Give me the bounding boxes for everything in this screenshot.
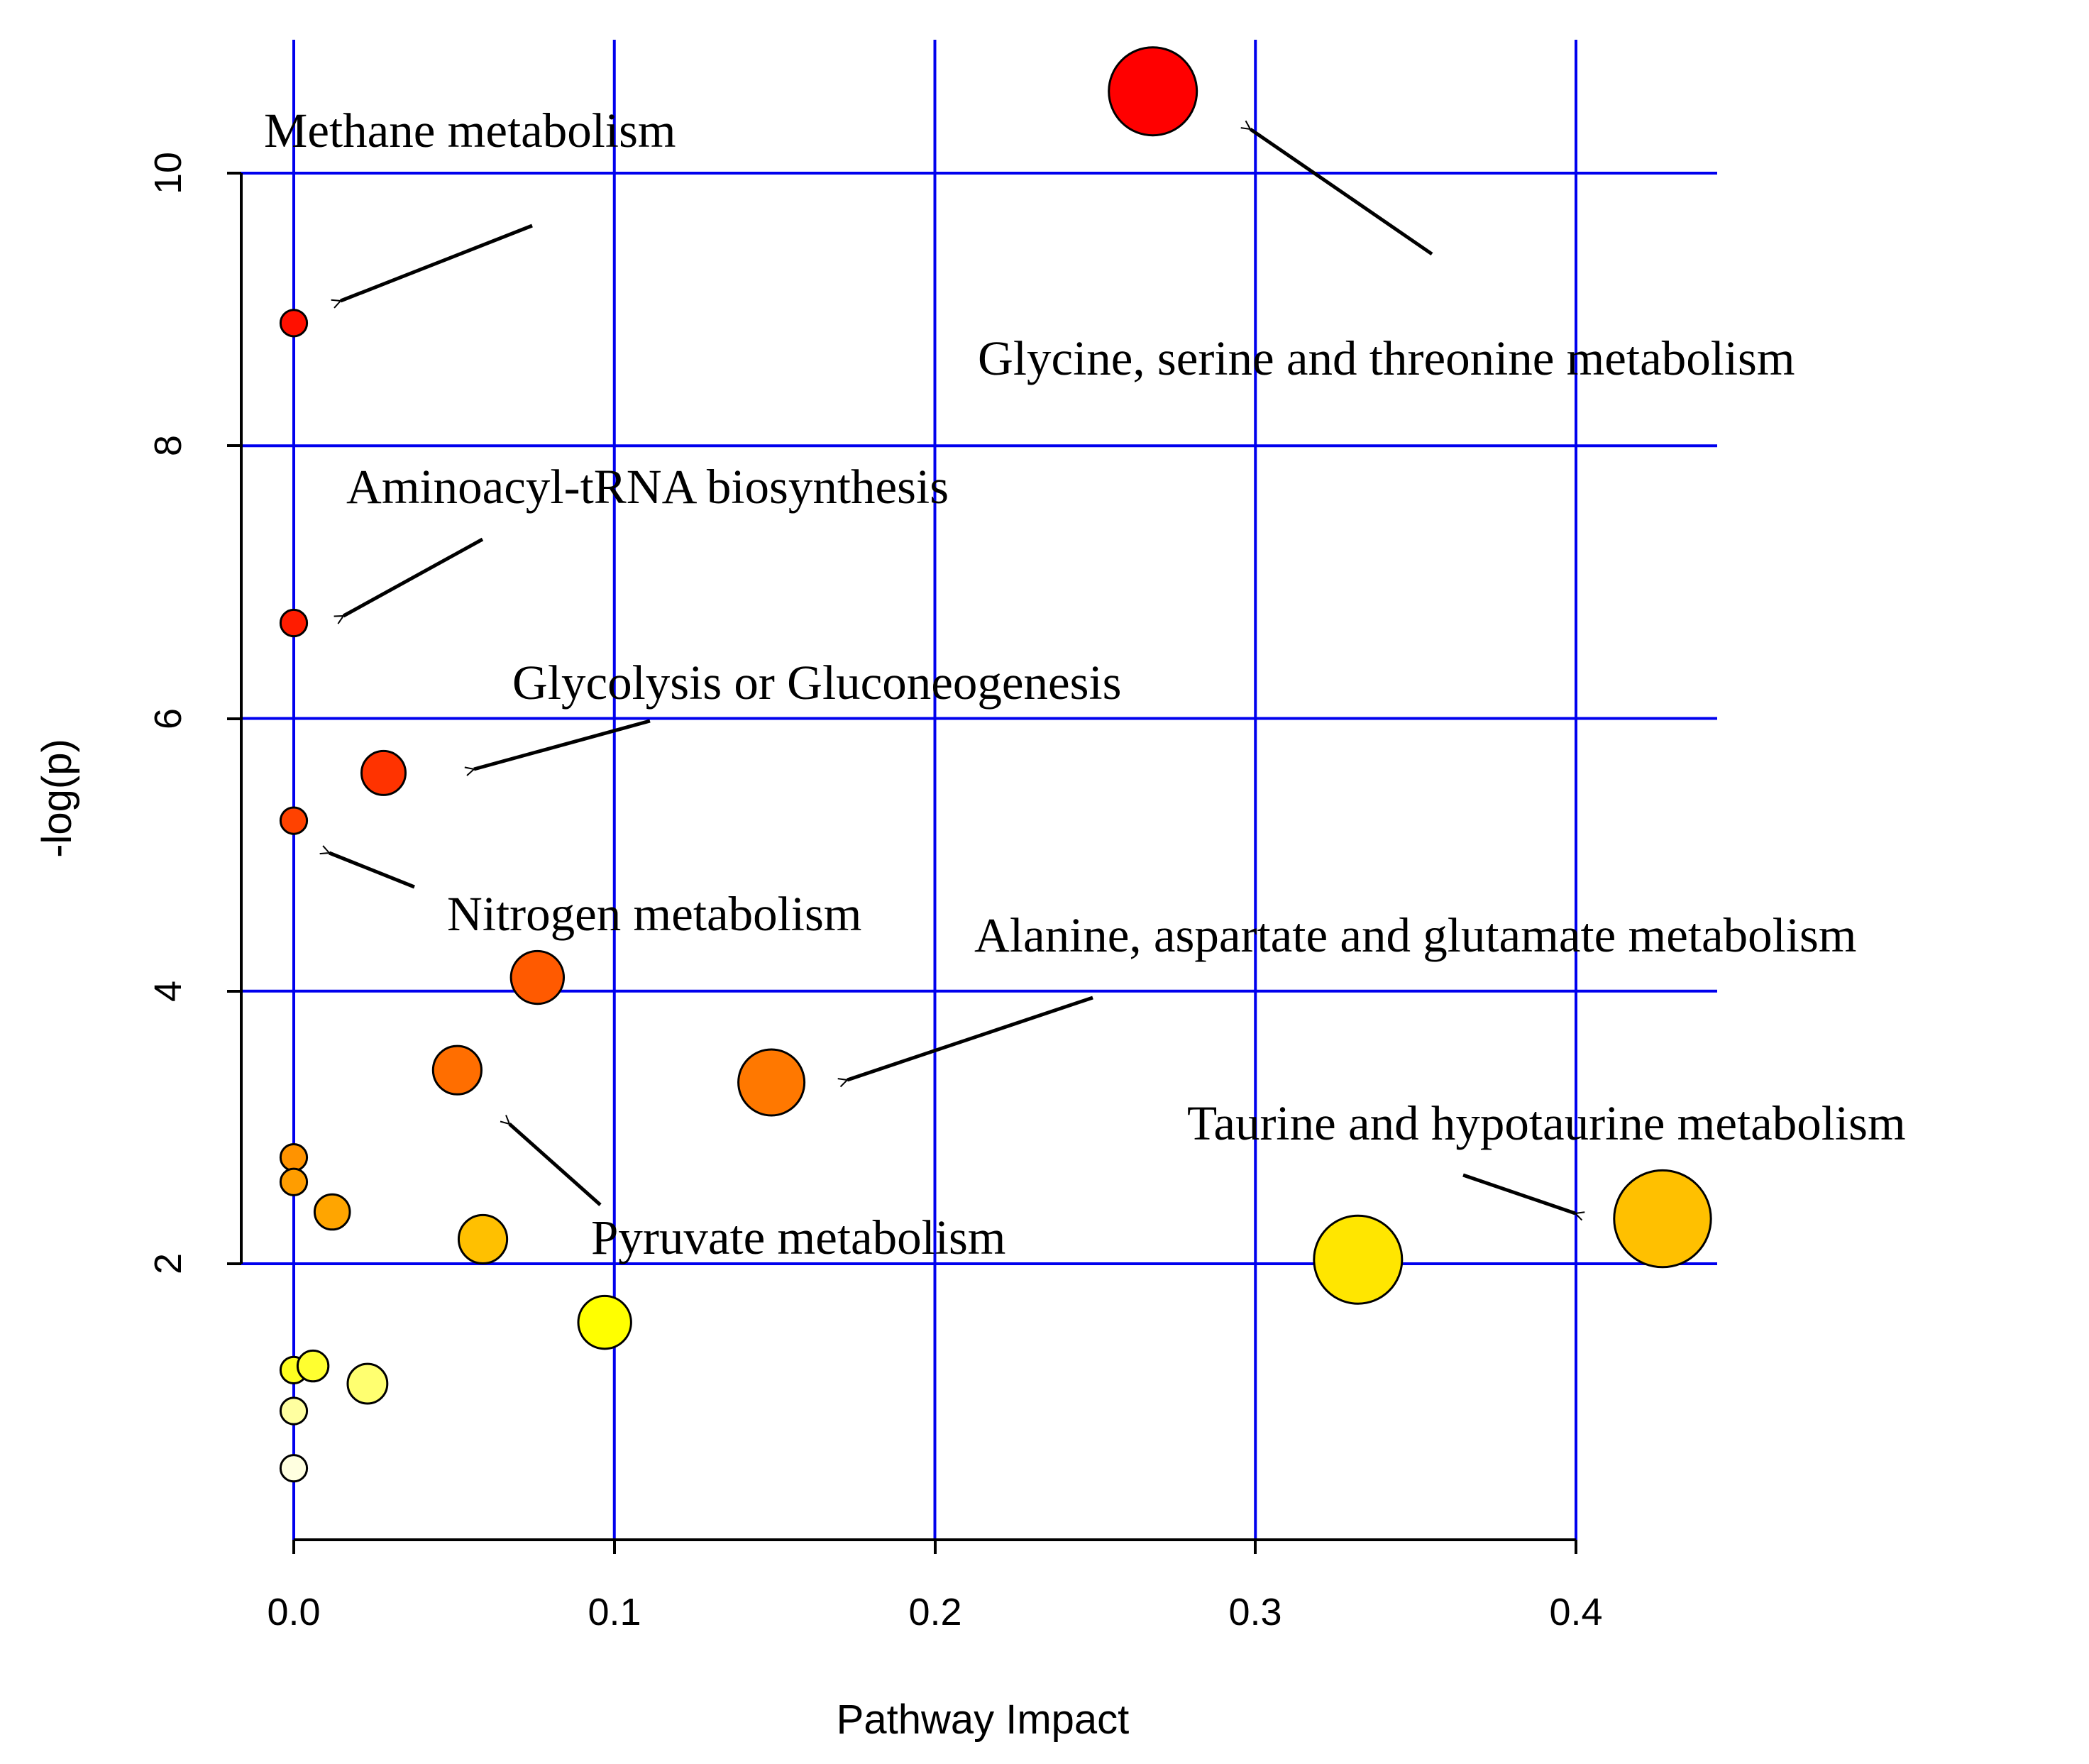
data-point: [346, 1362, 389, 1405]
x-tick-label: 0.3: [1228, 1591, 1281, 1633]
data-point: [296, 1349, 330, 1383]
annotation-taurine-hypotaurine-metabolism: Taurine and hypotaurine metabolism: [1187, 1096, 1906, 1150]
grid-lines: [241, 40, 1717, 1540]
annotation-glycolysis-gluconeogenesis: Glycolysis or Gluconeogenesis: [512, 656, 1122, 710]
data-point: [577, 1294, 632, 1350]
x-tick-label: 0.4: [1549, 1591, 1602, 1633]
arrow-glycine-serine-threonine-metabolism: [1250, 129, 1433, 256]
annotation-pyruvate-metabolism: Pyruvate metabolism: [591, 1211, 1005, 1264]
data-point: [279, 1167, 309, 1196]
arrow-nitrogen-metabolism: [329, 853, 415, 889]
annotation-aminoacyl-trna-biosynthesis: Aminoacyl-tRNA biosynthesis: [346, 460, 949, 514]
data-point: [737, 1048, 806, 1117]
annotation-methane-metabolism: Methane metabolism: [264, 104, 676, 158]
y-tick-label: 2: [147, 1253, 189, 1274]
annotation-nitrogen-metabolism: Nitrogen metabolism: [447, 887, 861, 941]
data-point: [279, 1454, 309, 1483]
data-point: [313, 1193, 351, 1231]
arrow-methane-metabolism: [341, 224, 533, 301]
y-tick-label: 6: [147, 708, 189, 729]
arrow-alanine-aspartate-glutamate-metabolism: [847, 996, 1093, 1080]
data-point: [279, 309, 309, 338]
x-axis-title: Pathway Impact: [837, 1697, 1130, 1743]
arrow-pyruvate-metabolism: [509, 1124, 602, 1206]
data-point: [431, 1044, 483, 1096]
data-point: [279, 1143, 309, 1172]
data-point: [360, 749, 407, 796]
y-tick-label: 4: [147, 981, 189, 1002]
data-point: [279, 608, 309, 638]
data-point: [457, 1213, 509, 1265]
data-point: [279, 806, 309, 835]
data-point: [509, 949, 566, 1005]
annotation-glycine-serine-threonine-metabolism: Glycine, serine and threonine metabolism: [978, 331, 1795, 385]
data-points: [279, 46, 1712, 1483]
arrow-glycolysis-gluconeogenesis: [474, 719, 651, 769]
annotations: Methane metabolism Glycine, serine and t…: [264, 104, 1906, 1264]
data-point: [1613, 1169, 1712, 1269]
x-tick-label: 0.1: [588, 1591, 641, 1633]
data-point: [1313, 1214, 1404, 1305]
data-point: [1108, 46, 1198, 137]
y-tick-label: 8: [147, 435, 189, 456]
annotation-alanine-aspartate-glutamate-metabolism: Alanine, aspartate and glutamate metabol…: [974, 908, 1856, 962]
y-axis-ticks: 2 4 6 8 10: [147, 152, 241, 1274]
data-point: [279, 1396, 309, 1426]
arrow-taurine-hypotaurine-metabolism: [1462, 1173, 1575, 1213]
x-tick-label: 0.0: [267, 1591, 320, 1633]
y-axis-title: -log(p): [34, 739, 80, 858]
x-axis-ticks: 0.0 0.1 0.2 0.3 0.4: [267, 1540, 1603, 1633]
x-tick-label: 0.2: [908, 1591, 961, 1633]
arrow-aminoacyl-trna-biosynthesis: [343, 537, 484, 616]
y-tick-label: 10: [147, 152, 189, 194]
